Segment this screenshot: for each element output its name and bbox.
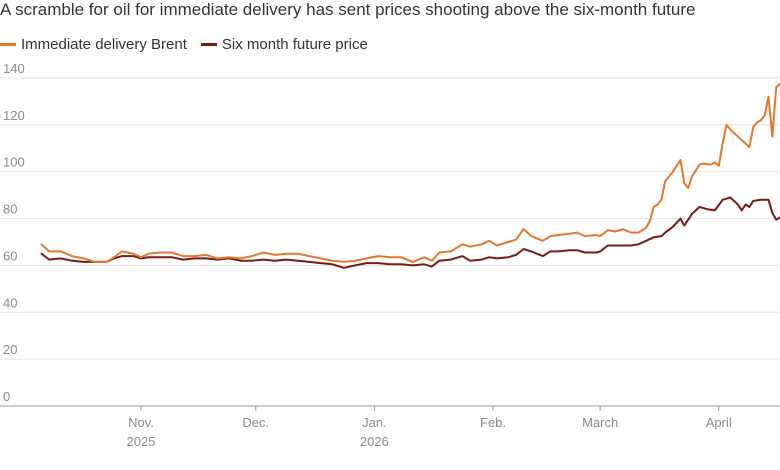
x-tick-sublabel-2025: 2025: [127, 434, 156, 449]
legend-label-six-month-future: Six month future price: [221, 36, 368, 53]
x-tick-label-april: April: [706, 415, 732, 430]
legend-item-immediate-delivery: Immediate delivery Brent: [0, 36, 187, 53]
y-tick-label-100: 100: [3, 155, 25, 170]
y-tick-label-80: 80: [3, 202, 17, 217]
y-tick-label-120: 120: [3, 108, 25, 123]
x-tick-label-feb: Feb.: [480, 415, 506, 430]
chart-title: A scramble for oil for immediate deliver…: [0, 0, 696, 19]
x-tick-label-march: March: [582, 415, 618, 430]
legend-item-six-month-future: Six month future price: [200, 36, 368, 53]
x-tick-label-jan: Jan.: [362, 415, 387, 430]
chart-legend: Immediate delivery Brent Six month futur…: [0, 36, 382, 53]
series-line-six-month-future: [40, 196, 780, 269]
x-tick-label-nov: Nov.: [128, 415, 154, 430]
y-tick-label-0: 0: [3, 389, 10, 404]
x-tick-label-dec: Dec.: [242, 415, 269, 430]
y-tick-label-40: 40: [3, 295, 17, 310]
y-tick-label-60: 60: [3, 248, 17, 263]
legend-swatch-six-month-future: [200, 43, 217, 46]
legend-swatch-immediate-delivery: [0, 43, 16, 46]
legend-label-immediate-delivery: Immediate delivery Brent: [21, 36, 187, 53]
x-tick-sublabel-2026: 2026: [360, 434, 389, 449]
y-tick-label-140: 140: [3, 61, 25, 76]
series-line-immediate-delivery: [40, 82, 780, 263]
y-tick-label-20: 20: [3, 342, 17, 357]
